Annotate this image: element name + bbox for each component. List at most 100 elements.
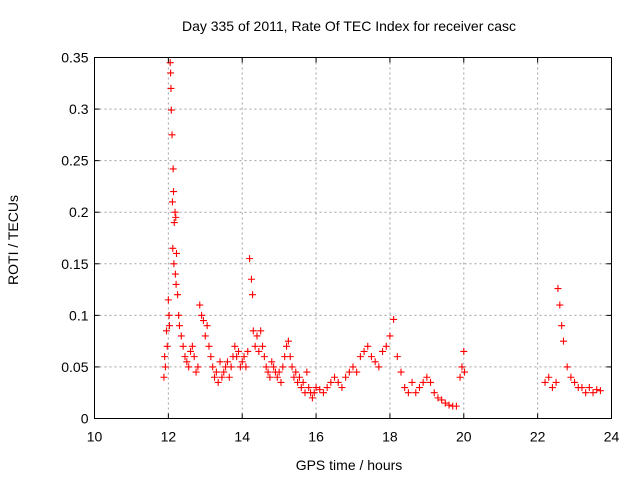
data-point <box>192 368 200 376</box>
y-tick-label: 0.1 <box>69 307 89 323</box>
data-point <box>319 389 327 397</box>
data-point <box>170 219 178 227</box>
data-point <box>167 69 175 77</box>
data-point <box>161 363 169 371</box>
data-point <box>227 363 235 371</box>
data-point <box>286 353 294 361</box>
data-point <box>334 378 342 386</box>
data-point <box>246 255 254 263</box>
data-point <box>295 373 303 381</box>
data-point <box>253 332 261 340</box>
data-point <box>545 373 553 381</box>
data-point <box>181 353 189 361</box>
data-point <box>578 384 586 392</box>
data-point <box>194 363 202 371</box>
data-point <box>552 378 560 386</box>
data-point <box>401 384 409 392</box>
data-point <box>247 275 255 283</box>
data-point <box>430 389 438 397</box>
data-point <box>238 358 246 366</box>
data-point <box>179 342 187 350</box>
data-point <box>382 342 390 350</box>
data-point <box>349 363 357 371</box>
data-point <box>445 401 453 409</box>
data-point <box>316 386 324 394</box>
data-point <box>260 353 268 361</box>
data-point <box>201 332 209 340</box>
data-point <box>244 347 252 355</box>
data-point <box>209 363 217 371</box>
data-point <box>266 373 274 381</box>
data-point <box>353 368 361 376</box>
data-point <box>438 396 446 404</box>
data-point <box>257 327 265 335</box>
y-tick-label: 0.35 <box>61 50 88 66</box>
data-point <box>308 394 316 402</box>
data-point <box>249 327 257 335</box>
data-point <box>172 249 180 257</box>
data-point <box>170 188 178 196</box>
data-point <box>427 378 435 386</box>
x-tick-label: 10 <box>87 429 103 445</box>
data-point <box>303 368 311 376</box>
data-point <box>554 285 562 293</box>
data-point <box>386 332 394 340</box>
data-point <box>190 353 198 361</box>
data-point <box>460 347 468 355</box>
data-point <box>364 342 372 350</box>
data-point <box>216 358 224 366</box>
data-point <box>214 378 222 386</box>
x-tick-label: 14 <box>234 429 250 445</box>
data-point <box>251 342 259 350</box>
data-point <box>327 378 335 386</box>
data-point <box>288 363 296 371</box>
data-point <box>240 353 248 361</box>
data-point <box>211 373 219 381</box>
data-point <box>548 384 556 392</box>
data-point <box>371 358 379 366</box>
data-point <box>163 342 171 350</box>
data-point <box>585 384 593 392</box>
x-tick-label: 16 <box>308 429 324 445</box>
data-point <box>196 301 204 309</box>
data-point <box>199 317 207 325</box>
data-point <box>160 373 168 381</box>
data-point <box>284 337 292 345</box>
data-point <box>558 322 566 330</box>
data-point <box>458 363 466 371</box>
data-point <box>342 373 350 381</box>
data-point <box>163 327 171 335</box>
data-point <box>223 358 231 366</box>
data-point <box>171 208 179 216</box>
data-point <box>205 342 213 350</box>
data-point <box>434 394 442 402</box>
data-point <box>279 363 287 371</box>
data-point <box>297 384 305 392</box>
data-point <box>461 368 469 376</box>
data-point <box>235 347 243 355</box>
data-point <box>188 342 196 350</box>
data-point <box>331 373 339 381</box>
data-point <box>559 337 567 345</box>
data-point <box>177 332 185 340</box>
data-point <box>393 353 401 361</box>
data-point <box>277 378 285 386</box>
data-point <box>367 353 375 361</box>
data-point <box>168 198 176 206</box>
data-point <box>259 342 267 350</box>
data-points <box>160 59 604 410</box>
data-point <box>218 373 226 381</box>
data-point <box>283 342 291 350</box>
data-point <box>379 347 387 355</box>
data-point <box>165 311 173 319</box>
data-point <box>567 373 575 381</box>
data-point <box>441 399 449 407</box>
data-point <box>419 378 427 386</box>
data-point <box>164 296 172 304</box>
data-point <box>582 389 590 397</box>
data-point <box>299 378 307 386</box>
data-point <box>541 378 549 386</box>
data-point <box>167 106 175 114</box>
data-point <box>169 244 177 252</box>
